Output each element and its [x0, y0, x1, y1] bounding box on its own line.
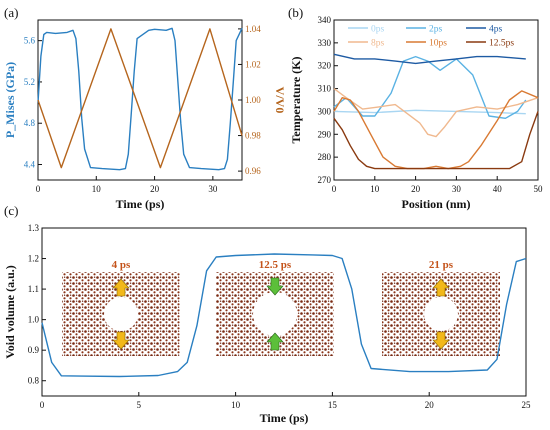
legend-label-4ps: 4ps	[489, 25, 503, 35]
inset-12-5ps: 12.5 ps	[216, 259, 334, 356]
panel-b-ylabel: Temperature (K)	[289, 57, 303, 144]
inset-21ps-label: 21 ps	[429, 259, 454, 271]
panel-a-ytick-label: 5.2	[24, 77, 35, 87]
panel-c-xtick-label: 10	[231, 400, 241, 410]
panel-b-frame	[333, 19, 539, 181]
panel-b-xtick-label: 10	[370, 184, 380, 194]
inset-12-5ps-label: 12.5 ps	[259, 259, 292, 271]
inset-12-5ps-arrow-up	[266, 332, 284, 351]
panel-a-frame	[37, 19, 243, 181]
panel-a-line-series-0	[37, 27, 243, 171]
panel-a-ytick-right-label: 1.02	[245, 59, 261, 69]
panel-a-xtick-label: 20	[150, 184, 160, 194]
panel-b-ytick-label: 290	[318, 129, 332, 139]
panel-b-xtick-label: 0	[332, 184, 337, 194]
panel-c-xtick-label: 25	[522, 400, 532, 410]
panel-b-line-4ps	[333, 53, 526, 65]
panel-c-xlabel: Time (ps)	[260, 411, 309, 425]
panel-c-label: (c)	[4, 203, 18, 218]
panel-b-ytick-label: 320	[318, 61, 332, 71]
inset-12-5ps-void	[253, 292, 297, 336]
panel-a-ylabel-left: P_Mises (GPa)	[3, 62, 17, 138]
panel-b-ytick-label: 310	[318, 84, 332, 94]
inset-12-5ps-arrow-down	[266, 277, 284, 296]
panel-b-line-10ps	[333, 90, 539, 170]
panel-c-line-series-0	[41, 253, 527, 378]
panel-a-ytick-label: 5.6	[24, 36, 36, 46]
panel-b-ytick-label: 340	[318, 15, 332, 25]
legend-label-2ps: 2ps	[429, 25, 443, 35]
inset-4ps: 4 ps	[62, 259, 180, 356]
inset-4ps-label: 4 ps	[112, 259, 131, 271]
inset-4ps-arrow-down	[112, 331, 130, 350]
inset-21ps-void	[424, 297, 458, 331]
panel-c-xtick-label: 5	[137, 400, 142, 410]
panel-c-xtick-label: 20	[425, 400, 435, 410]
panel-a-ytick-right-label: 0.98	[245, 131, 261, 141]
panel-c-xtick-label: 15	[328, 400, 338, 410]
panel-c-ytick-label: 0.8	[28, 376, 40, 386]
inset-4ps-arrow-up	[112, 278, 130, 297]
panel-a-ytick-label: 4.8	[24, 118, 36, 128]
panel-c-frame	[41, 227, 527, 397]
panel-b-ytick-label: 280	[318, 152, 332, 162]
inset-21ps-arrow-up	[432, 278, 450, 297]
panel-b-ytick-label: 330	[318, 38, 332, 48]
panel-b-label: (b)	[288, 5, 303, 20]
panel-b-xtick-label: 50	[534, 184, 544, 194]
panel-c-ytick-label: 1.2	[28, 254, 39, 264]
panel-a-xtick-label: 0	[36, 184, 41, 194]
panel-c-ytick-label: 0.9	[28, 345, 40, 355]
panel-b-line-0ps	[333, 109, 526, 115]
chart-marks: 0 10 20 304.44.85.25.60.960.981.001.021.040…	[24, 15, 543, 410]
panel-c-xtick-label: 0	[40, 400, 45, 410]
panel-b-line-8ps	[333, 88, 539, 138]
panel-b-line-12-5ps	[333, 111, 539, 170]
panel-c-ylabel: Void volume (a.u.)	[3, 265, 17, 359]
legend-label-12-5ps: 12.5ps	[489, 39, 514, 49]
inset-21ps-arrow-down	[432, 331, 450, 350]
legend-label-8ps: 8ps	[371, 39, 385, 49]
panel-b-ytick-label: 270	[318, 175, 332, 185]
panel-b-xtick-label: 20	[411, 184, 421, 194]
panel-a-xtick-label: 30	[208, 184, 218, 194]
legend-label-10ps: 10ps	[429, 39, 447, 49]
panel-a-label: (a)	[4, 5, 18, 20]
panel-a-ytick-right-label: 1.04	[245, 24, 261, 34]
panel-a-ytick-right-label: 0.96	[245, 166, 261, 176]
legend-label-0ps: 0ps	[371, 25, 385, 35]
panel-c-ytick-label: 1.0	[28, 315, 40, 325]
panel-b-xlabel: Position (nm)	[402, 197, 471, 211]
panel-c-ytick-label: 1.1	[28, 284, 39, 294]
panel-b-ytick-label: 300	[318, 106, 332, 116]
panel-c-ytick-label: 1.3	[28, 223, 40, 233]
inset-21ps: 21 ps	[382, 259, 500, 356]
panel-b-legend: 0ps 2ps 4ps 8ps 10ps 12.5ps	[348, 25, 514, 49]
panel-b-line-2ps	[333, 55, 527, 120]
panel-a-xlabel: Time (ps)	[116, 197, 165, 211]
inset-4ps-void	[104, 297, 138, 331]
panel-a-ytick-label: 4.4	[24, 160, 36, 170]
panel-a-xtick-label: 10	[92, 184, 102, 194]
panel-a-ylabel-right: V/V0	[273, 87, 287, 114]
panel-a-ytick-right-label: 1.00	[245, 95, 261, 105]
panel-a-line-series-1	[37, 28, 243, 169]
panel-b-xtick-label: 40	[493, 184, 503, 194]
panel-b-xtick-label: 30	[452, 184, 462, 194]
